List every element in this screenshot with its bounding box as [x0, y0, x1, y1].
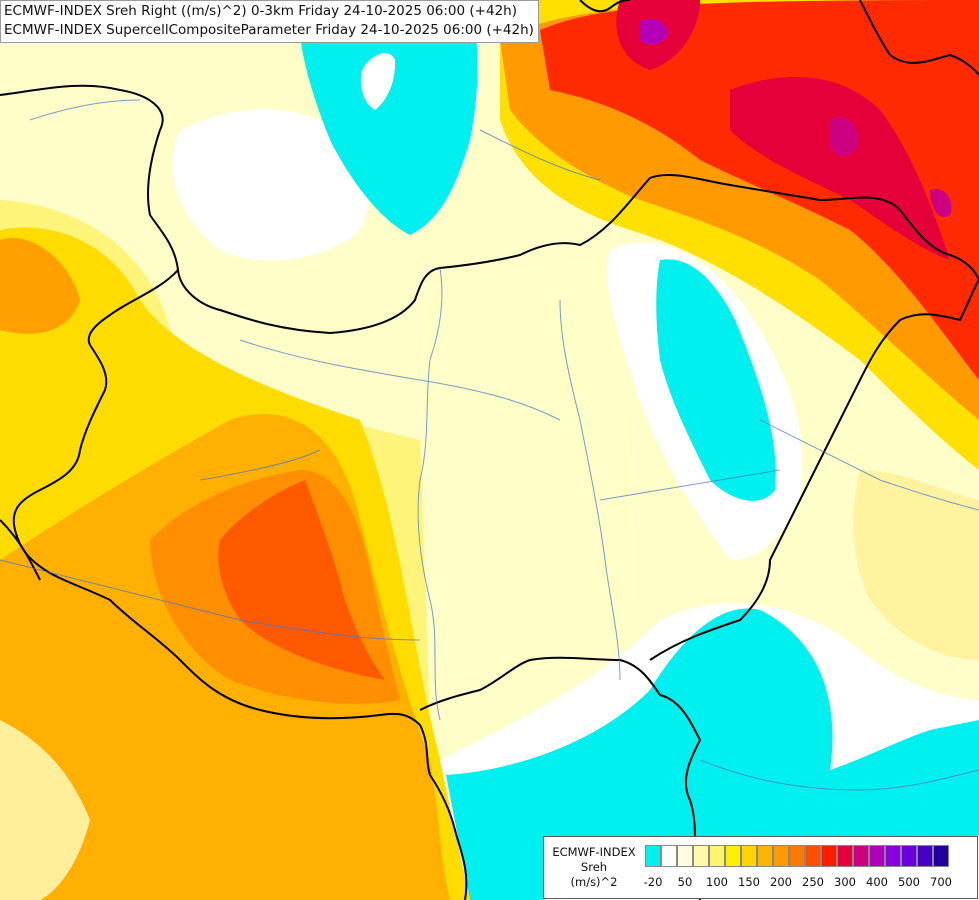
legend-swatch [677, 845, 693, 867]
west-edge-orange [0, 238, 80, 334]
legend-swatch [725, 845, 741, 867]
center-pale [420, 260, 640, 680]
legend-tick-label: 500 [898, 875, 920, 889]
legend-ticks: -20 50 100 150 200 250 300 400 500 700 [643, 875, 975, 891]
map-title-line1: ECMWF-INDEX Sreh Right ((m/s)^2) 0-3km F… [4, 3, 517, 19]
legend-swatch [661, 845, 677, 867]
legend-tick-label: 150 [738, 875, 760, 889]
legend-swatch [853, 845, 869, 867]
legend-swatch [709, 845, 725, 867]
legend-swatch [805, 845, 821, 867]
legend-title: ECMWF-INDEX Sreh (m/s)^2 [548, 845, 640, 890]
legend-swatch [917, 845, 933, 867]
center-cyan [656, 259, 776, 501]
northeast-crimson [616, 0, 950, 260]
legend-tick-label: 300 [834, 875, 856, 889]
northeast-magenta [830, 116, 952, 218]
legend-tick-label: 50 [677, 875, 693, 889]
legend-tick-label: 200 [770, 875, 792, 889]
legend-swatch [821, 845, 837, 867]
rivers [0, 99, 979, 791]
legend-swatch [789, 845, 805, 867]
legend-swatch [901, 845, 917, 867]
legend-swatch [693, 845, 709, 867]
legend-tick-label: 400 [866, 875, 888, 889]
legend-tick-label: -20 [643, 875, 663, 889]
legend-tick-label: 100 [706, 875, 728, 889]
legend-title-line: ECMWF-INDEX [552, 845, 636, 859]
north-cyan [299, 0, 478, 235]
southwest-pale [0, 720, 90, 900]
north-white [172, 109, 368, 261]
legend-title-line: (m/s)^2 [570, 875, 618, 889]
map-title-line2: ECMWF-INDEX SupercellCompositeParameter … [4, 22, 534, 38]
north-cyan-hole [360, 53, 396, 110]
legend-swatch [773, 845, 789, 867]
legend-title-line: Sreh [580, 860, 608, 874]
legend-swatch [645, 845, 661, 867]
red-orange-core [218, 480, 385, 680]
legend-swatches [645, 845, 949, 867]
south-cyan [446, 608, 979, 900]
legend-swatch [757, 845, 773, 867]
legend-swatch [837, 845, 853, 867]
east-pale [853, 470, 979, 660]
legend-swatch [869, 845, 885, 867]
north-magenta-spot [640, 18, 668, 45]
color-legend: ECMWF-INDEX Sreh (m/s)^2 -20 50 100 150 200 2… [543, 836, 978, 899]
legend-swatch [885, 845, 901, 867]
legend-swatch [933, 845, 949, 867]
legend-tick-label: 700 [930, 875, 952, 889]
legend-tick-label: 250 [802, 875, 824, 889]
northeast-red [540, 0, 979, 380]
map-title-box: ECMWF-INDEX Sreh Right ((m/s)^2) 0-3km F… [0, 0, 539, 43]
legend-swatch [741, 845, 757, 867]
